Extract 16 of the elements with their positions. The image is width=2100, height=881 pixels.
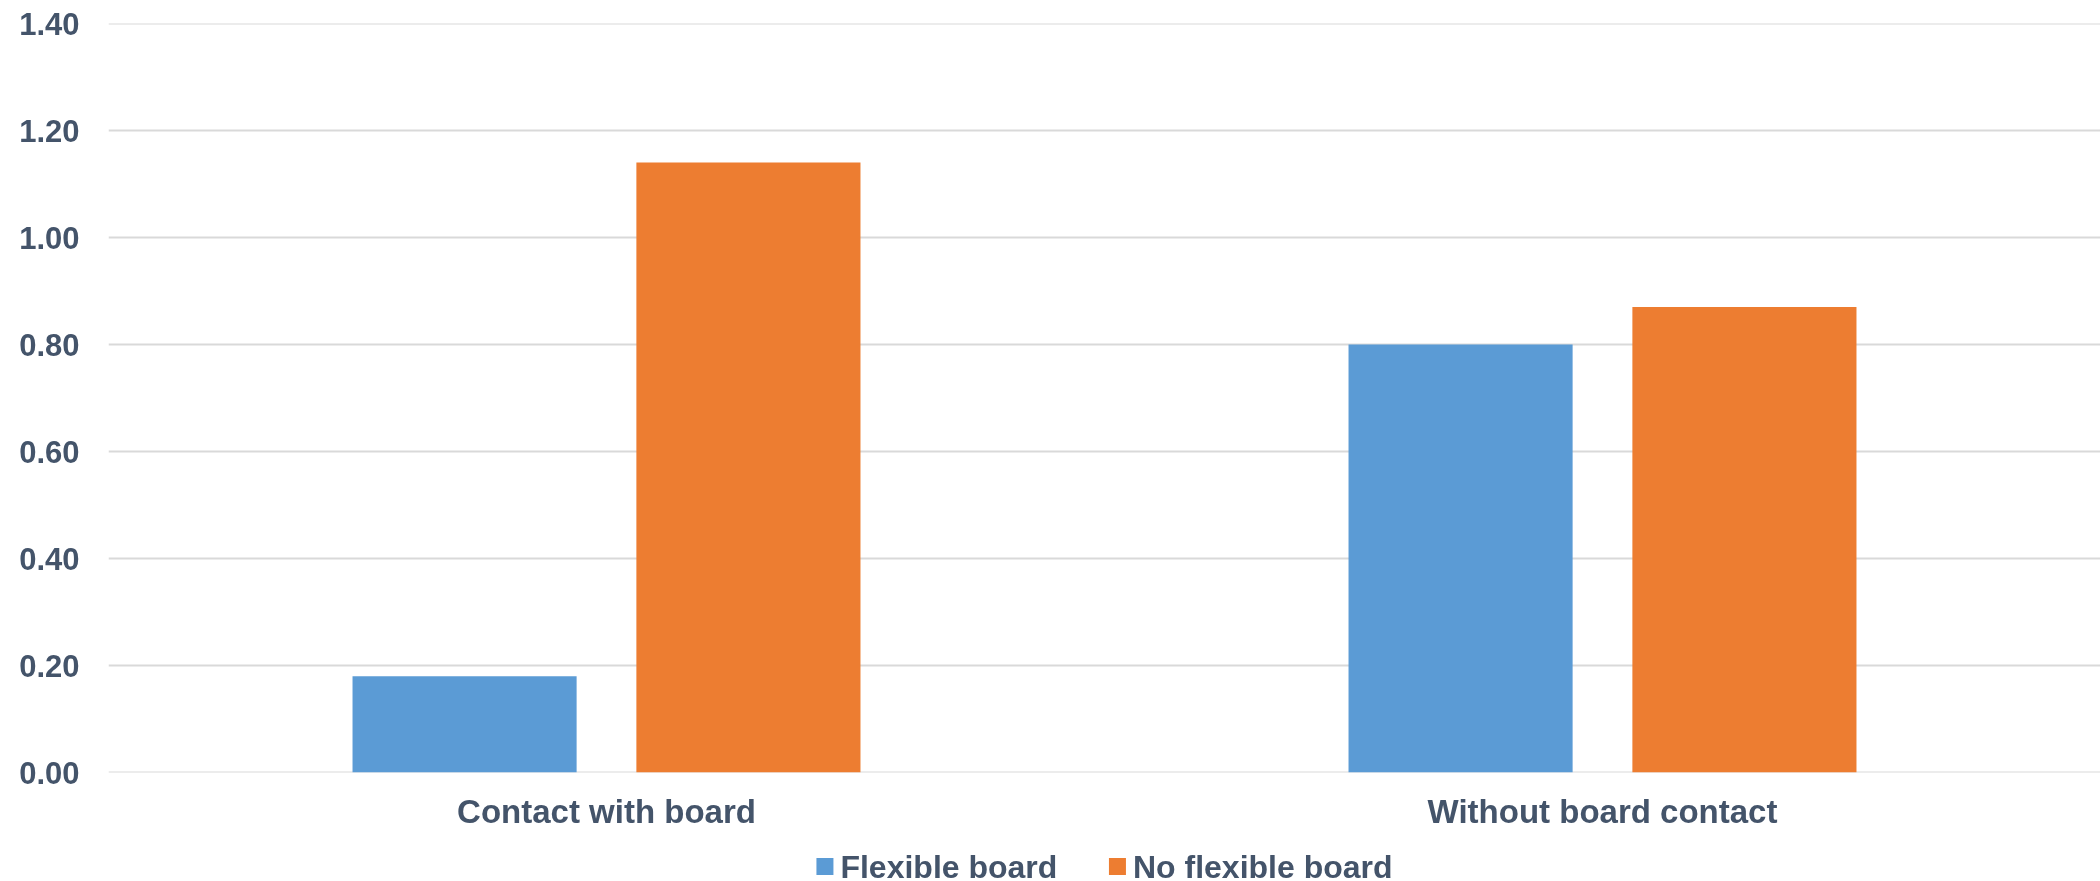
bar [352, 676, 577, 773]
x-tick-label: Contact with board [457, 792, 756, 830]
y-tick-label: 0.40 [19, 541, 80, 577]
y-tick-label: 1.00 [19, 220, 80, 256]
y-tick-label: 1.20 [19, 113, 80, 149]
bar [1632, 307, 1857, 773]
bar [1348, 344, 1573, 773]
legend-label: No flexible board [1132, 848, 1393, 881]
bar [636, 162, 861, 773]
x-tick-label: Without board contact [1427, 792, 1778, 830]
y-tick-label: 0.20 [19, 648, 80, 684]
y-tick-label: 0.80 [19, 327, 80, 363]
legend-label: Flexible board [840, 848, 1058, 881]
y-tick-label: 0.00 [19, 755, 80, 791]
y-tick-label: 1.40 [19, 6, 80, 42]
y-tick-label: 0.60 [19, 434, 80, 470]
